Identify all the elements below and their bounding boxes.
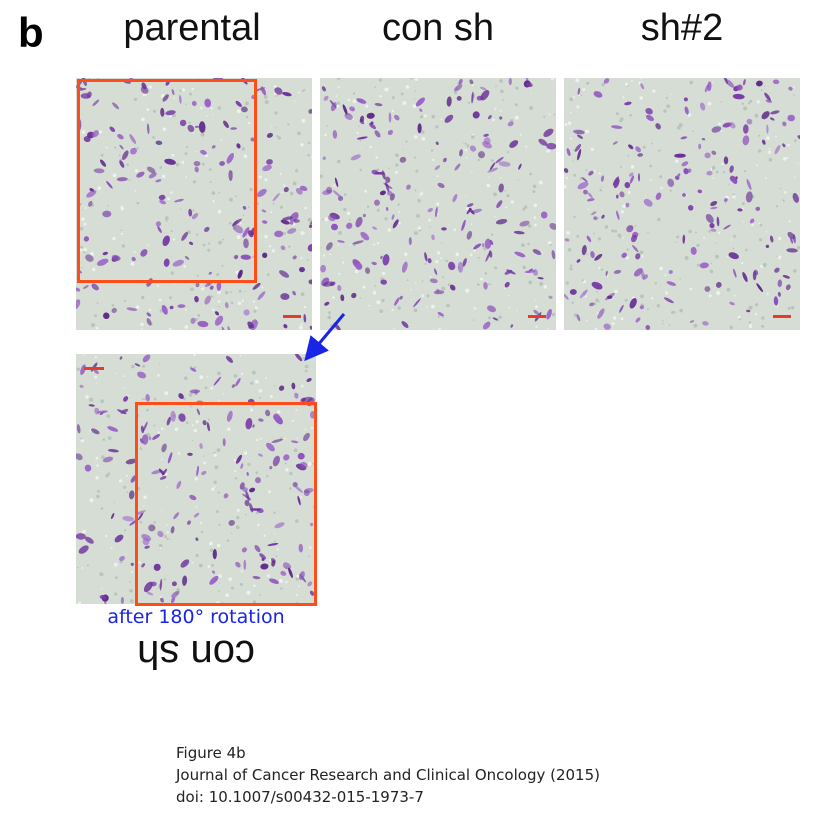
- rotation-caption: after 180° rotation: [107, 606, 285, 628]
- scale-bar-parental: [283, 315, 301, 318]
- highlight-box-rotated: [135, 402, 317, 606]
- citation-figure: Figure 4b: [176, 744, 246, 762]
- label-parental: parental: [123, 7, 261, 49]
- scale-bar-sh2: [773, 315, 791, 318]
- citation: Figure 4b Journal of Cancer Research and…: [176, 742, 600, 808]
- micrograph-parental: [76, 78, 312, 330]
- citation-doi: doi: 10.1007/s00432-015-1973-7: [176, 788, 424, 806]
- rotation-arrow-icon: [304, 313, 346, 362]
- micrograph-con-sh-rotated: [76, 354, 316, 604]
- highlight-box-parental: [77, 79, 257, 283]
- label-con-sh: con sh: [382, 7, 494, 49]
- micrograph-sh2: [564, 78, 800, 330]
- scale-bar-con-sh: [528, 315, 546, 318]
- citation-journal: Journal of Cancer Research and Clinical …: [176, 766, 600, 784]
- flipped-label-con-sh: con sh: [137, 632, 255, 676]
- label-sh2: sh#2: [640, 7, 724, 49]
- micrograph-con-sh: [320, 78, 556, 330]
- scale-bar-rotated: [84, 367, 104, 370]
- panel-letter: b: [18, 9, 44, 56]
